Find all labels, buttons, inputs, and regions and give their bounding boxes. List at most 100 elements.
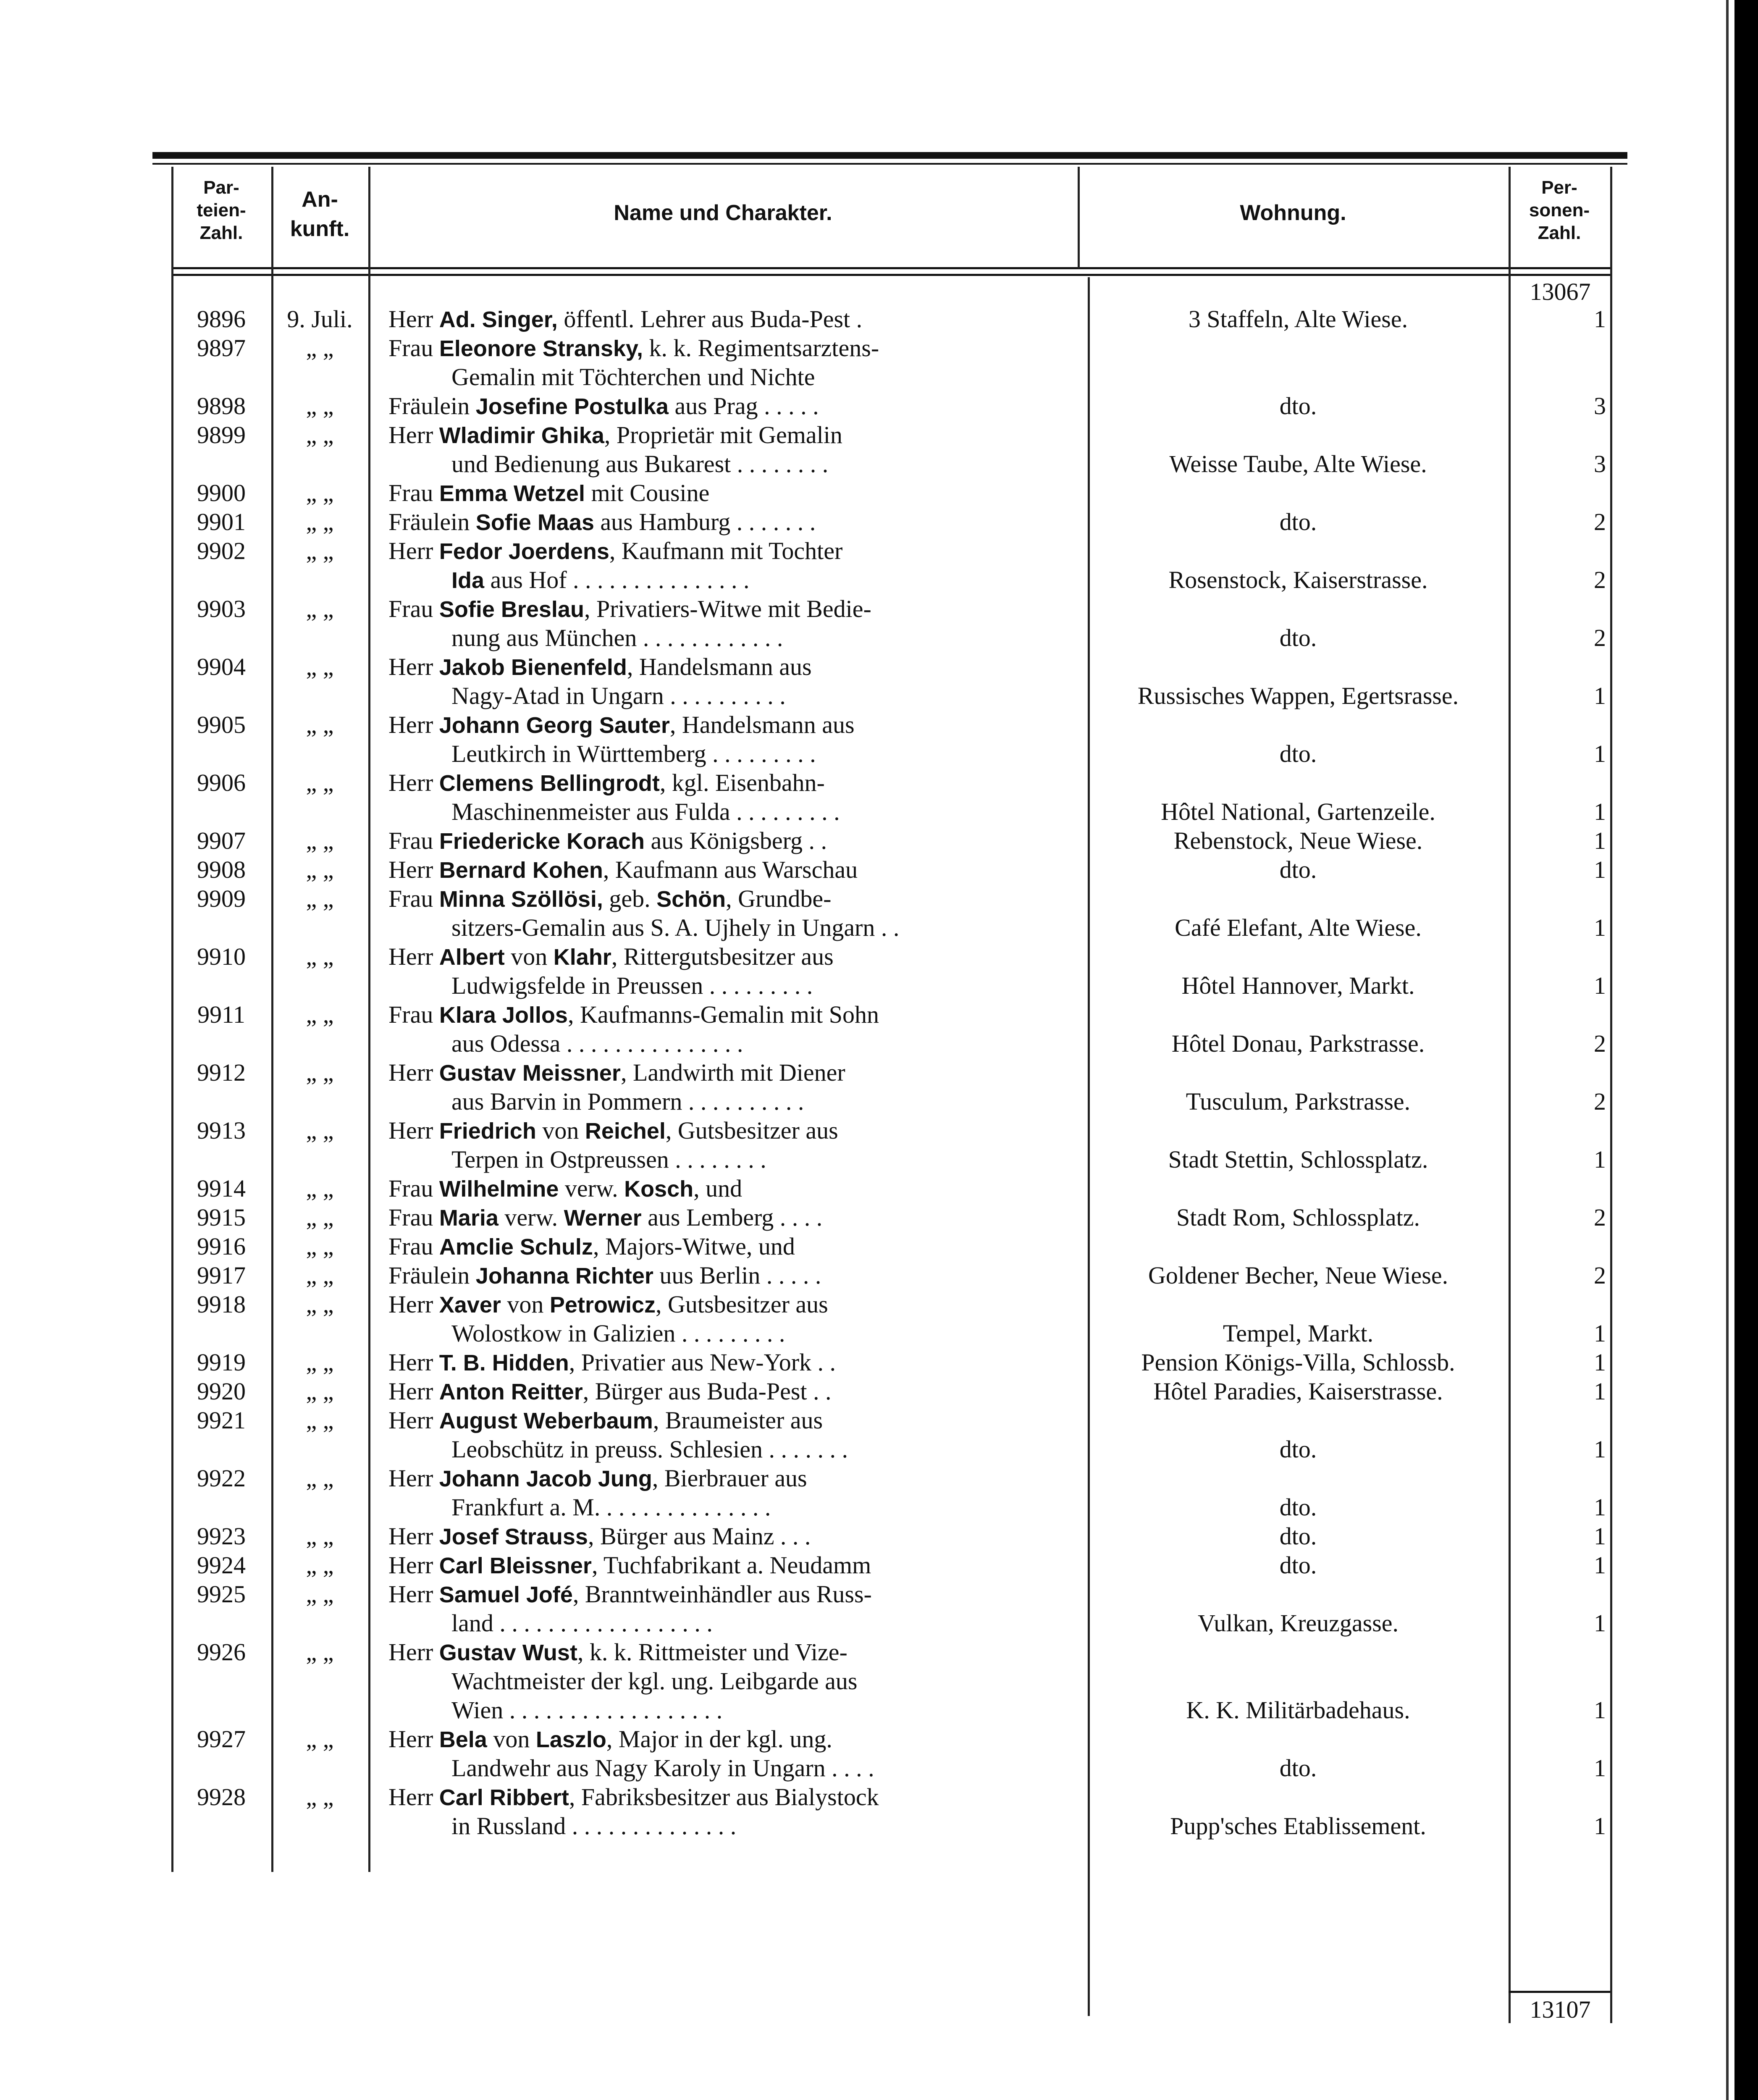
parteien-zahl: 9916 xyxy=(197,1233,246,1260)
name-und-charakter: Herr Johann Georg Sauter, Handelsmann au… xyxy=(388,710,1077,740)
scan-edge-right xyxy=(1734,0,1758,2100)
personen-zahl: 2 xyxy=(1594,508,1606,536)
ankunft: „ „ xyxy=(306,1349,334,1376)
name-text: Gemalin mit Töchterchen und Nichte xyxy=(451,363,815,391)
ankunft: „ „ xyxy=(306,1407,334,1434)
personen-zahl: 1 xyxy=(1594,1812,1606,1840)
wohnung: dto. xyxy=(1279,1494,1317,1521)
name-text: Leobschütz in preuss. Schlesien . . . . … xyxy=(451,1436,848,1463)
col-line-left xyxy=(171,167,173,1872)
personen-zahl: 1 xyxy=(1594,682,1606,709)
name-text: Herr xyxy=(388,653,439,680)
ankunft: „ „ xyxy=(306,885,334,912)
table-row: 9897 „ „ Frau Eleonore Stransky, k. k. Reg… xyxy=(0,333,1722,362)
table-row: 9924 „ „ Herr Carl Bleissner, Tuchfabrikan… xyxy=(0,1551,1722,1580)
name-text: Herr xyxy=(388,537,439,564)
guest-name: Ad. Singer, xyxy=(439,307,558,332)
name-text: Herr xyxy=(388,943,439,970)
table-row-continuation: aus Odessa . . . . . . . . . . . . . . .… xyxy=(0,1029,1722,1058)
name-und-charakter: Maschinenmeister aus Fulda . . . . . . .… xyxy=(451,797,1077,826)
name-text: aus Barvin in Pommern . . . . . . . . . … xyxy=(451,1088,804,1115)
wohnung: Weisse Taube, Alte Wiese. xyxy=(1169,450,1427,478)
wohnung: Café Elefant, Alte Wiese. xyxy=(1175,914,1422,941)
name-text: , Majors-Witwe, und xyxy=(593,1233,795,1260)
wohnung: dto. xyxy=(1279,392,1317,420)
name-text: , Gutsbesitzer aus xyxy=(665,1117,838,1144)
table-row-continuation: Wachtmeister der kgl. ung. Leibgarde aus xyxy=(0,1667,1722,1696)
name-und-charakter: Frau Emma Wetzel mit Cousine xyxy=(388,478,1077,508)
name-und-charakter: Herr Carl Bleissner, Tuchfabrikant a. Ne… xyxy=(388,1551,1077,1580)
name-text: Frau xyxy=(388,479,439,507)
wohnung: dto. xyxy=(1279,624,1317,651)
table-row: 9919 „ „ Herr T. B. Hidden, Privatier aus … xyxy=(0,1348,1722,1377)
ankunft: „ „ xyxy=(306,769,334,796)
name-und-charakter: Herr Carl Ribbert, Fabriksbesitzer aus B… xyxy=(388,1782,1077,1812)
name-text: Fräulein xyxy=(388,508,476,536)
table-row-continuation: nung aus München . . . . . . . . . . . .… xyxy=(0,623,1722,652)
personen-zahl: 1 xyxy=(1594,1696,1606,1724)
table-row: 9899 „ „ Herr Wladimir Ghika, Proprietär m… xyxy=(0,420,1722,449)
name-text: Frau xyxy=(388,1001,439,1028)
table-row: 9906 „ „ Herr Clemens Bellingrodt, kgl. Ei… xyxy=(0,768,1722,797)
name-text: Nagy-Atad in Ungarn . . . . . . . . . . xyxy=(451,682,786,709)
name-und-charakter: Wolostkow in Galizien . . . . . . . . . xyxy=(451,1319,1077,1348)
name-und-charakter: Herr Josef Strauss, Bürger aus Mainz . .… xyxy=(388,1522,1077,1551)
table-row: 9900 „ „ Frau Emma Wetzel mit Cousine xyxy=(0,478,1722,507)
personen-zahl: 1 xyxy=(1594,1378,1606,1405)
ankunft: „ „ xyxy=(306,1117,334,1144)
name-text: Herr xyxy=(388,305,439,333)
wohnung: Stadt Rom, Schlossplatz. xyxy=(1176,1204,1420,1231)
wohnung: dto. xyxy=(1279,1754,1317,1782)
wohnung: dto. xyxy=(1279,1522,1317,1550)
guest-name: T. B. Hidden xyxy=(439,1350,569,1376)
table-row-continuation: sitzers-Gemalin aus S. A. Ujhely in Unga… xyxy=(0,913,1722,942)
parteien-zahl: 9922 xyxy=(197,1465,246,1492)
personen-zahl: 1 xyxy=(1594,1146,1606,1173)
ankunft: „ „ xyxy=(306,856,334,883)
personen-zahl: 1 xyxy=(1594,827,1606,854)
table-row: 9914 „ „ Frau Wilhelmine verw. Kosch, und xyxy=(0,1174,1722,1203)
ankunft: „ „ xyxy=(306,508,334,536)
name-und-charakter: Wachtmeister der kgl. ung. Leibgarde aus xyxy=(451,1667,1077,1696)
name-und-charakter: aus Odessa . . . . . . . . . . . . . . . xyxy=(451,1029,1077,1058)
parteien-zahl: 9903 xyxy=(197,595,246,622)
name-text: von xyxy=(501,1291,550,1318)
table-row-continuation: in Russland . . . . . . . . . . . . . . P… xyxy=(0,1811,1722,1840)
ankunft: „ „ xyxy=(306,1291,334,1318)
name-und-charakter: Frau Maria verw. Werner aus Lemberg . . … xyxy=(388,1203,1077,1233)
col-line-right xyxy=(1610,167,1612,2023)
name-text: Frau xyxy=(388,595,439,622)
name-text: nung aus München . . . . . . . . . . . . xyxy=(451,624,783,651)
table-row: 9918 „ „ Herr Xaver von Petrowicz, Gutsbes… xyxy=(0,1290,1722,1319)
guest-name: Carl Bleissner xyxy=(439,1553,592,1578)
table-row: 9912 „ „ Herr Gustav Meissner, Landwirth m… xyxy=(0,1058,1722,1087)
name-text: verw. xyxy=(498,1204,564,1231)
name-text: , Bierbrauer aus xyxy=(652,1465,807,1492)
header-rule-2 xyxy=(171,274,1612,276)
personen-zahl: 1 xyxy=(1594,1349,1606,1376)
guest-name: Petrowicz xyxy=(549,1292,656,1318)
ankunft: „ „ xyxy=(306,1262,334,1289)
top-rule-thin xyxy=(152,163,1627,165)
wohnung: Rebenstock, Neue Wiese. xyxy=(1173,827,1423,854)
col-line-wohnung xyxy=(1088,277,1090,2016)
ankunft: „ „ xyxy=(306,479,334,507)
guest-name: August Weberbaum xyxy=(439,1408,653,1433)
name-text: k. k. Regimentsarztens- xyxy=(643,334,879,362)
name-text: , Branntweinhändler aus Russ- xyxy=(572,1580,872,1608)
guest-name: Werner xyxy=(564,1205,642,1231)
ankunft: „ „ xyxy=(306,943,334,970)
ankunft: „ „ xyxy=(306,1059,334,1086)
name-text: , Privatiers-Witwe mit Bedie- xyxy=(584,595,871,622)
table-row: 9898 „ „ Fräulein Josefine Postulka aus Pr… xyxy=(0,391,1722,420)
personen-zahl: 2 xyxy=(1594,1262,1606,1289)
name-text: Frau xyxy=(388,1233,439,1260)
name-text: , kgl. Eisenbahn- xyxy=(659,769,825,796)
wohnung: dto. xyxy=(1279,508,1317,536)
parteien-zahl: 9912 xyxy=(197,1059,246,1086)
name-und-charakter: Herr Bela von Laszlo, Major in der kgl. … xyxy=(388,1725,1077,1754)
name-und-charakter: Terpen in Ostpreussen . . . . . . . . xyxy=(451,1145,1077,1174)
name-und-charakter: Frau Minna Szöllösi, geb. Schön, Grundbe… xyxy=(388,884,1077,914)
guest-name: Eleonore Stransky, xyxy=(439,336,643,361)
name-text: Wolostkow in Galizien . . . . . . . . . xyxy=(451,1320,785,1347)
